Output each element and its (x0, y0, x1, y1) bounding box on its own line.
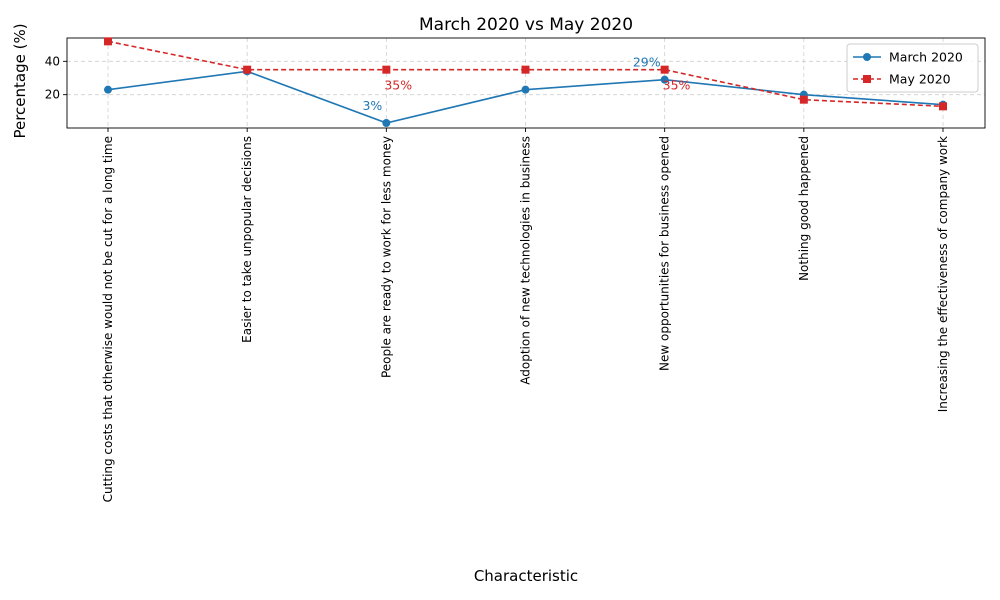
x-axis-title: Characteristic (474, 567, 578, 585)
x-tick-label: Nothing good happened (797, 136, 811, 281)
legend-label: March 2020 (889, 50, 963, 65)
data-label: 29% (633, 55, 661, 70)
x-tick-label: People are ready to work for less money (379, 136, 393, 378)
data-point (521, 65, 530, 74)
series (104, 37, 947, 127)
legend-box (846, 43, 979, 93)
data-label: 35% (384, 78, 412, 93)
data-point (660, 65, 669, 74)
x-tick-label: Easier to take unpopular decisions (240, 136, 254, 343)
data-point (382, 65, 391, 74)
y-tick-label: 20 (45, 88, 60, 102)
legend-label: May 2020 (889, 72, 951, 87)
legend-marker (863, 53, 871, 61)
data-point (104, 37, 112, 46)
data-point (382, 119, 391, 127)
y-axis-title: Percentage (%) (11, 23, 29, 138)
plot-area (66, 37, 986, 129)
legend-item: March 2020 (853, 50, 963, 65)
data-label: 3% (362, 98, 382, 113)
annotations: 3%35%29%35% (362, 55, 690, 113)
data-point (939, 102, 947, 111)
x-tick-label: New opportunities for business opened (658, 136, 672, 371)
data-point (799, 95, 808, 104)
axes: 20 40 Cutting costs that otherwise would n… (45, 54, 950, 502)
data-label: 35% (663, 78, 691, 93)
data-point (243, 65, 252, 74)
data-point (104, 85, 112, 94)
legend-marker (863, 75, 871, 83)
data-point (660, 75, 669, 84)
x-tick-label: Adoption of new technologies in business (519, 136, 533, 385)
data-point (521, 85, 530, 94)
series-1 (104, 37, 947, 111)
y-tick-label: 40 (45, 54, 60, 68)
chart-title: March 2020 vs May 2020 (419, 15, 633, 35)
legend: March 2020 May 2020 (846, 43, 979, 93)
x-tick-label: Cutting costs that otherwise would not b… (101, 136, 115, 502)
x-tick-label: Increasing the effectiveness of company … (936, 136, 950, 412)
legend-item: May 2020 (853, 72, 951, 87)
